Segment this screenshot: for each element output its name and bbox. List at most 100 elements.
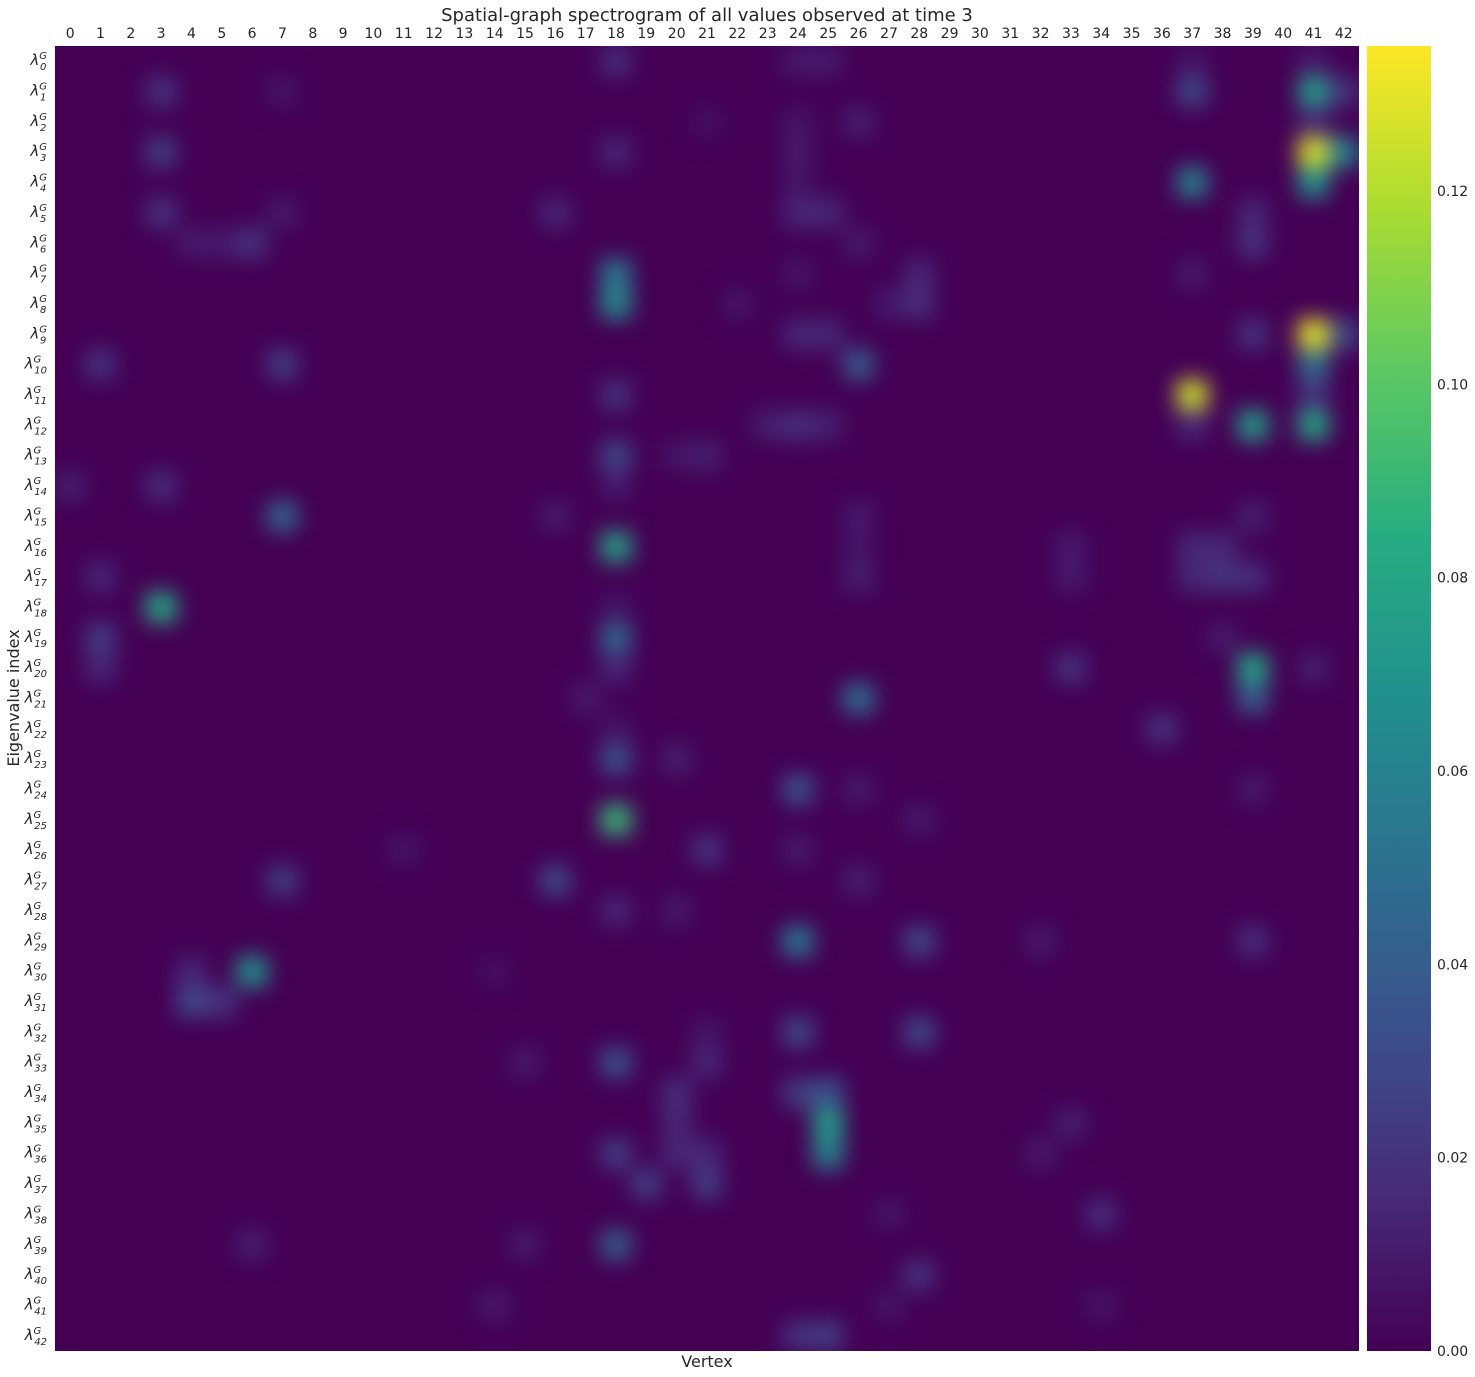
y-tick-label: λG 22 bbox=[24, 719, 47, 741]
x-tick-label: 2 bbox=[126, 26, 135, 42]
colorbar-tick-label: 0.02 bbox=[1437, 1151, 1468, 1167]
heatmap-cell bbox=[843, 865, 873, 895]
y-tick-label: λG 16 bbox=[24, 537, 47, 559]
heatmap-cell bbox=[631, 1169, 661, 1199]
y-tick-label: λG 23 bbox=[24, 749, 47, 771]
heatmap-cell bbox=[176, 228, 206, 258]
heatmap-cell bbox=[207, 228, 237, 258]
heatmap-cell bbox=[1329, 137, 1359, 167]
heatmap-cell bbox=[813, 198, 843, 228]
heatmap-cell bbox=[874, 1290, 904, 1320]
y-tick-label: λG 35 bbox=[24, 1113, 47, 1135]
heatmap-cell bbox=[1177, 380, 1207, 410]
heatmap-cell bbox=[662, 441, 692, 471]
heatmap-cell bbox=[1025, 1139, 1055, 1169]
heatmap-cell bbox=[1177, 532, 1207, 562]
x-tick-label: 8 bbox=[308, 26, 317, 42]
y-tick-label: λG 21 bbox=[24, 689, 47, 711]
heatmap-cell bbox=[874, 1199, 904, 1229]
heatmap-cell bbox=[237, 228, 267, 258]
x-tick-label: 3 bbox=[157, 26, 166, 42]
x-tick-label: 25 bbox=[819, 26, 837, 42]
heatmap-cell bbox=[601, 441, 631, 471]
x-tick-label: 41 bbox=[1305, 26, 1323, 42]
heatmap-cell bbox=[601, 380, 631, 410]
heatmap-cell bbox=[540, 198, 570, 228]
heatmap-cell bbox=[267, 76, 297, 106]
heatmap-cell bbox=[1238, 926, 1268, 956]
heatmap-cell bbox=[146, 592, 176, 622]
y-tick-label: λG 19 bbox=[24, 628, 47, 650]
heatmap-cell bbox=[692, 1139, 722, 1169]
x-tick-label: 22 bbox=[728, 26, 746, 42]
heatmap-cell bbox=[1298, 76, 1328, 106]
heatmap-cell bbox=[843, 562, 873, 592]
y-tick-label: λG 26 bbox=[24, 840, 47, 862]
heatmap-cell bbox=[843, 774, 873, 804]
y-tick-label: λG 8 bbox=[29, 294, 47, 316]
x-tick-label: 17 bbox=[577, 26, 595, 42]
x-tick-label: 36 bbox=[1153, 26, 1171, 42]
heatmap-cell bbox=[510, 1048, 540, 1078]
heatmap-cell bbox=[904, 258, 934, 288]
heatmap-cell bbox=[1207, 623, 1237, 653]
heatmap-cell bbox=[601, 896, 631, 926]
x-tick-label: 37 bbox=[1183, 26, 1201, 42]
heatmap-cell bbox=[1086, 1290, 1116, 1320]
y-tick-label: λG 28 bbox=[24, 901, 47, 923]
heatmap-cell bbox=[601, 744, 631, 774]
y-tick-label: λG 36 bbox=[24, 1144, 47, 1166]
y-axis-label: Eigenvalue index bbox=[4, 629, 23, 766]
x-tick-label: 18 bbox=[607, 26, 625, 42]
heatmap-cell bbox=[783, 319, 813, 349]
heatmap-cell bbox=[1056, 1108, 1086, 1138]
x-tick-label: 40 bbox=[1274, 26, 1292, 42]
heatmap-cell bbox=[843, 107, 873, 137]
heatmap-cell bbox=[1238, 198, 1268, 228]
heatmap-cell bbox=[783, 1017, 813, 1047]
y-tick-label: λG 32 bbox=[24, 1022, 47, 1044]
heatmap-cell bbox=[85, 623, 115, 653]
x-tick-label: 29 bbox=[941, 26, 959, 42]
heatmap-cell bbox=[237, 1230, 267, 1260]
y-tick-label: λG 2 bbox=[29, 112, 47, 134]
heatmap-cell bbox=[874, 289, 904, 319]
colorbar: 0.00 0.02 0.04 0.06 0.08 0.10 0.12 bbox=[1367, 46, 1468, 1360]
heatmap-cell bbox=[85, 653, 115, 683]
heatmap-cell bbox=[267, 349, 297, 379]
x-tick-label: 27 bbox=[880, 26, 898, 42]
heatmap-cell bbox=[813, 1321, 843, 1351]
colorbar-tick-label: 0.10 bbox=[1437, 377, 1468, 393]
heatmap-area bbox=[55, 46, 1359, 1351]
y-tick-label: λG 3 bbox=[29, 142, 47, 164]
y-tick-label: λG 6 bbox=[29, 233, 47, 255]
heatmap-cell bbox=[267, 198, 297, 228]
heatmap-cell bbox=[783, 167, 813, 197]
heatmap-cell bbox=[692, 107, 722, 137]
heatmap-cell bbox=[1238, 228, 1268, 258]
y-tick-label: λG 11 bbox=[24, 385, 47, 407]
heatmap-cell bbox=[1207, 562, 1237, 592]
heatmap-cell bbox=[904, 1017, 934, 1047]
heatmap-cell bbox=[783, 926, 813, 956]
heatmap-cell bbox=[662, 896, 692, 926]
heatmap-cell bbox=[783, 46, 813, 76]
colorbar-tick-labels: 0.000.020.040.060.080.100.12 bbox=[1437, 184, 1468, 1360]
heatmap-cell bbox=[601, 1139, 631, 1169]
heatmap-cell bbox=[480, 1290, 510, 1320]
heatmap-cell bbox=[692, 1017, 722, 1047]
heatmap-cell bbox=[692, 1169, 722, 1199]
heatmap-cell bbox=[55, 471, 85, 501]
heatmap-cell bbox=[571, 683, 601, 713]
heatmap-cell bbox=[692, 441, 722, 471]
y-tick-label: λG 14 bbox=[24, 476, 47, 498]
heatmap-cell bbox=[904, 289, 934, 319]
heatmap-cell bbox=[843, 349, 873, 379]
x-tick-label: 31 bbox=[1001, 26, 1019, 42]
heatmap-cell bbox=[1238, 319, 1268, 349]
colorbar-tick-label: 0.06 bbox=[1437, 764, 1468, 780]
x-tick-label: 28 bbox=[910, 26, 928, 42]
colorbar-tick-label: 0.04 bbox=[1437, 957, 1468, 973]
heatmap-cell bbox=[1207, 532, 1237, 562]
heatmap-cell bbox=[783, 835, 813, 865]
